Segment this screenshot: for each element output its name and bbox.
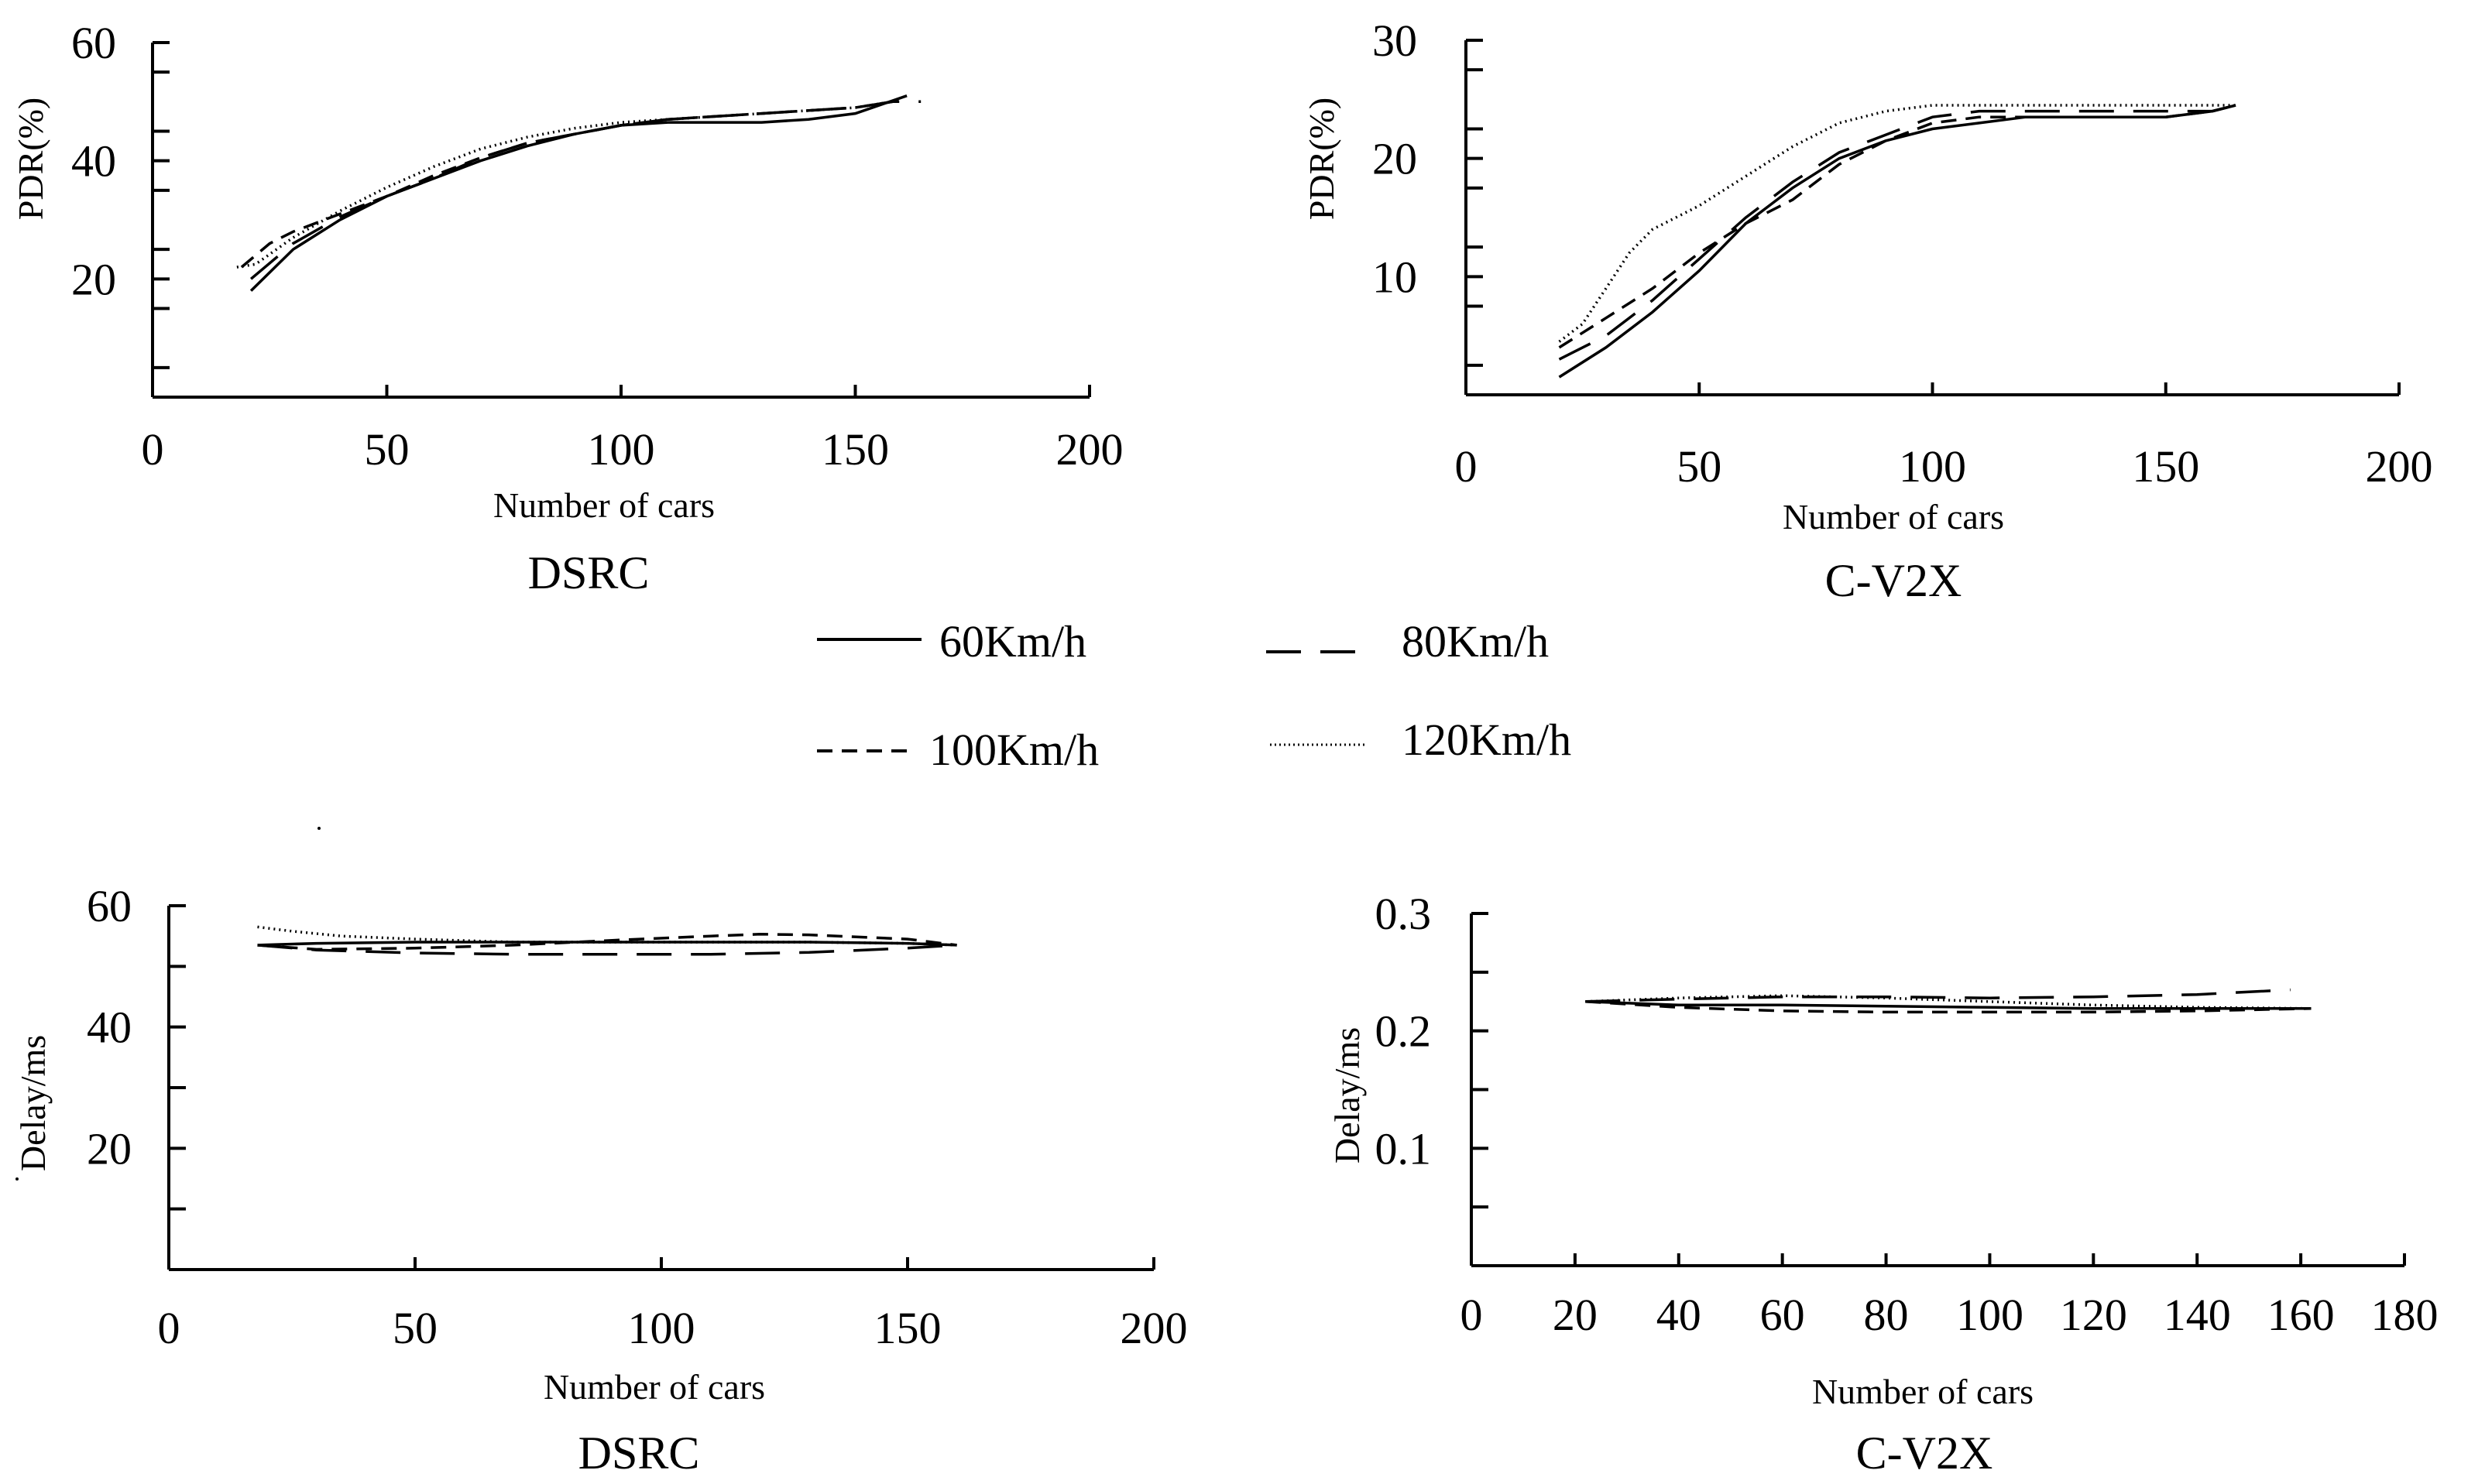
series-line-60km-h <box>257 941 957 947</box>
y-axis-title: Delay/ms <box>1327 1027 1367 1164</box>
y-tick-label: 30 <box>1372 15 1417 66</box>
y-tick-label: 20 <box>71 254 116 304</box>
x-tick-label: 120 <box>2060 1290 2127 1340</box>
x-tick-label: 150 <box>2132 441 2199 492</box>
legend-label-100: 100Km/h <box>929 725 1099 775</box>
x-tick-label: 100 <box>628 1303 695 1353</box>
y-tick-label: 20 <box>1372 134 1417 184</box>
series-line-120km-h <box>236 100 894 269</box>
x-axis-title: Number of cars <box>1812 1372 2034 1411</box>
series-line-100km-h <box>1585 1000 2312 1014</box>
x-tick-label: 150 <box>822 424 889 475</box>
chart-caption: C-V2X <box>1825 555 1962 606</box>
legend-label-60: 60Km/h <box>939 616 1086 667</box>
x-tick-label: 200 <box>2366 441 2433 492</box>
stray-mark <box>317 827 321 830</box>
x-tick-label: 40 <box>1656 1290 1701 1340</box>
y-tick-label: 60 <box>71 18 116 68</box>
y-tick-label: 0.1 <box>1375 1123 1432 1174</box>
series-line-100km-h <box>240 100 894 269</box>
y-tick-label: 60 <box>87 881 132 931</box>
chart-panel-1: 0 50 100 150 200 20 40 60 Number of cars PDR(%) DS… <box>11 18 1124 598</box>
chart-caption: DSRC <box>578 1427 700 1479</box>
y-tick-label: 40 <box>87 1002 132 1053</box>
x-tick-label: 0 <box>1460 1290 1483 1340</box>
x-tick-label: 50 <box>365 424 410 475</box>
legend: 60Km/h 80Km/h 100Km/h 120Km/h <box>817 616 1571 775</box>
y-axis-title: PDR(%) <box>1302 98 1341 220</box>
x-tick-label: 140 <box>2164 1290 2231 1340</box>
chart-panel-4: 0 20 40 60 80 100 120 140 160 180 0.1 0.2 0.3 Number … <box>1327 889 2439 1479</box>
chart-panel-3: 0 50 100 150 200 20 40 60 Number of cars Delay/ms… <box>13 881 1188 1479</box>
y-tick-label: 0.2 <box>1375 1006 1432 1057</box>
legend-label-120: 120Km/h <box>1402 715 1571 765</box>
x-axis-title: Number of cars <box>544 1367 765 1407</box>
legend-label-80: 80Km/h <box>1402 616 1549 667</box>
x-tick-label: 100 <box>1899 441 1966 492</box>
series-line-60km-h <box>1585 1000 2312 1010</box>
x-tick-label: 200 <box>1121 1303 1188 1353</box>
series-line-80km-h <box>1558 104 2236 361</box>
x-tick-label: 80 <box>1864 1290 1909 1340</box>
series-line-80km-h <box>249 100 922 280</box>
x-tick-label: 100 <box>1956 1290 2023 1340</box>
x-tick-label: 50 <box>1677 441 1721 492</box>
y-axis-title: PDR(%) <box>11 98 50 220</box>
y-tick-label: 0.3 <box>1375 889 1432 939</box>
y-axis-title: Delay/ms <box>13 1035 53 1171</box>
stray-mark <box>15 1177 19 1181</box>
x-tick-label: 200 <box>1056 424 1124 475</box>
x-tick-label: 150 <box>874 1303 942 1353</box>
series-line-120km-h <box>1585 994 2312 1010</box>
series-line-60km-h <box>1558 104 2236 379</box>
x-tick-label: 50 <box>393 1303 438 1353</box>
chart-panel-2: 0 50 100 150 200 10 20 30 Number of cars PDR(%) C-… <box>1302 15 2433 606</box>
x-tick-label: 0 <box>1455 441 1478 492</box>
x-tick-label: 60 <box>1760 1290 1805 1340</box>
x-tick-label: 100 <box>588 424 655 475</box>
x-tick-label: 20 <box>1553 1290 1598 1340</box>
x-tick-label: 160 <box>2267 1290 2335 1340</box>
x-tick-label: 0 <box>142 424 164 475</box>
x-axis-title: Number of cars <box>1783 497 2004 536</box>
series-line-80km-h <box>1585 988 2291 1003</box>
x-tick-label: 180 <box>2371 1290 2439 1340</box>
y-tick-label: 10 <box>1372 252 1417 302</box>
series-line-100km-h <box>257 933 957 951</box>
x-axis-title: Number of cars <box>493 485 715 525</box>
series-line-60km-h <box>249 94 908 292</box>
y-tick-label: 20 <box>87 1123 132 1174</box>
chart-caption: C-V2X <box>1856 1427 1993 1479</box>
y-tick-label: 40 <box>71 136 116 187</box>
x-tick-label: 0 <box>158 1303 180 1353</box>
series-line-100km-h <box>1558 104 2236 349</box>
series-line-80km-h <box>257 944 957 956</box>
chart-caption: DSRC <box>528 547 650 598</box>
